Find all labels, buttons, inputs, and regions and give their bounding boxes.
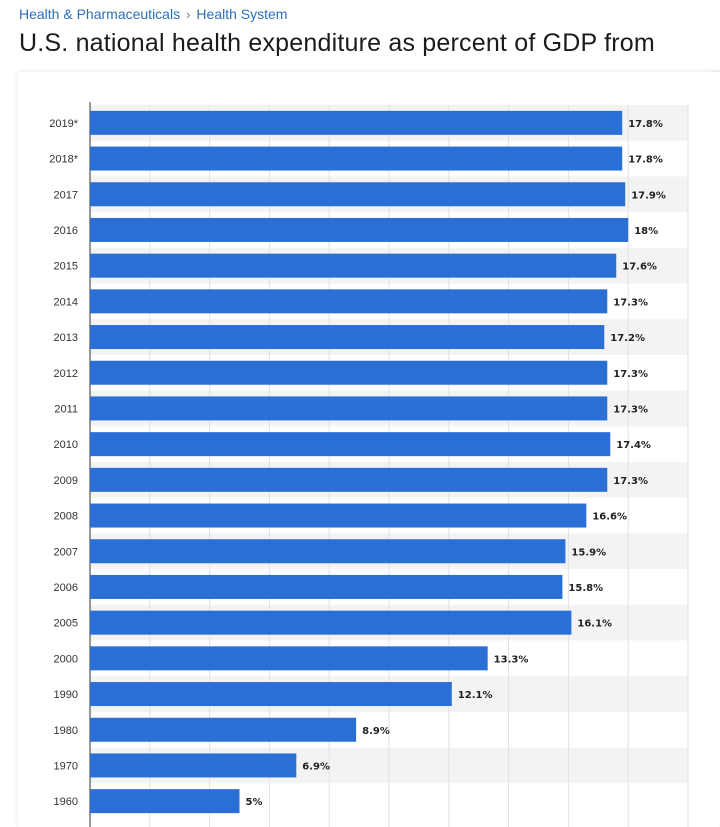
category-label: 2011 <box>54 403 78 415</box>
bar <box>90 360 608 385</box>
category-label: 2015 <box>54 261 78 273</box>
category-label: 2018* <box>49 154 78 166</box>
bar <box>90 182 626 207</box>
value-label: 17.8% <box>628 155 663 166</box>
category-label: 2016 <box>54 225 78 237</box>
category-label: 1980 <box>54 725 78 737</box>
value-label: 15.9% <box>571 547 606 558</box>
value-label: 12.1% <box>458 690 493 701</box>
category-label: 1970 <box>54 760 78 772</box>
bar <box>90 503 587 528</box>
category-label: 2019* <box>49 118 78 130</box>
category-label: 2008 <box>54 511 78 523</box>
bar <box>90 325 605 350</box>
category-label: 2012 <box>54 368 78 380</box>
category-label: 1990 <box>54 689 78 701</box>
bar <box>90 396 608 421</box>
value-label: 17.2% <box>610 333 645 344</box>
bar <box>90 717 357 742</box>
bar <box>90 574 563 599</box>
category-label: 2000 <box>54 653 78 665</box>
value-label: 16.6% <box>592 512 627 523</box>
breadcrumb: Health & Pharmaceuticals › Health System <box>19 6 287 22</box>
value-label: 17.3% <box>613 369 648 380</box>
category-label: 2005 <box>54 618 78 630</box>
category-label: 2006 <box>54 582 78 594</box>
value-label: 18% <box>634 226 658 237</box>
bar <box>90 110 623 135</box>
breadcrumb-link-health-pharmaceuticals[interactable]: Health & Pharmaceuticals <box>19 6 181 22</box>
value-label: 13.3% <box>494 654 529 665</box>
bar <box>90 253 617 278</box>
category-label: 2014 <box>54 296 78 308</box>
bar <box>90 539 566 564</box>
value-label: 17.9% <box>631 190 666 201</box>
value-label: 17.8% <box>628 119 663 130</box>
bar <box>90 789 240 814</box>
bar <box>90 146 623 171</box>
value-label: 17.3% <box>613 404 648 415</box>
breadcrumb-link-health-system[interactable]: Health System <box>196 6 288 22</box>
value-label: 17.4% <box>616 440 651 451</box>
value-label: 6.9% <box>302 761 330 772</box>
category-label: 2010 <box>54 439 78 451</box>
value-label: 16.1% <box>577 619 612 630</box>
category-label: 1960 <box>54 796 78 808</box>
value-label: 17.3% <box>613 476 648 487</box>
value-label: 15.8% <box>568 583 603 594</box>
category-label: 2013 <box>54 332 78 344</box>
bar <box>90 682 452 707</box>
bar-chart: 2019* 17.8% 2018* 17.8% 2017 17.9% 2016 18% 2015… <box>49 102 689 827</box>
category-label: 2007 <box>54 546 78 558</box>
category-label: 2017 <box>54 189 78 201</box>
value-label: 8.9% <box>362 726 390 737</box>
bar <box>90 289 608 314</box>
bar <box>90 610 572 635</box>
bar <box>90 432 611 457</box>
page-title: U.S. national health expenditure as perc… <box>19 29 655 57</box>
bar <box>90 753 297 778</box>
breadcrumb-separator-icon: › <box>186 6 191 22</box>
bar <box>90 467 608 492</box>
bar <box>90 217 629 242</box>
value-label: 17.6% <box>622 262 657 273</box>
value-label: 5% <box>246 797 263 808</box>
value-label: 17.3% <box>613 297 648 308</box>
chart-card: 2019* 17.8% 2018* 17.8% 2017 17.9% 2016 18% 2015… <box>18 72 720 827</box>
category-label: 2009 <box>54 475 78 487</box>
bar <box>90 646 488 671</box>
